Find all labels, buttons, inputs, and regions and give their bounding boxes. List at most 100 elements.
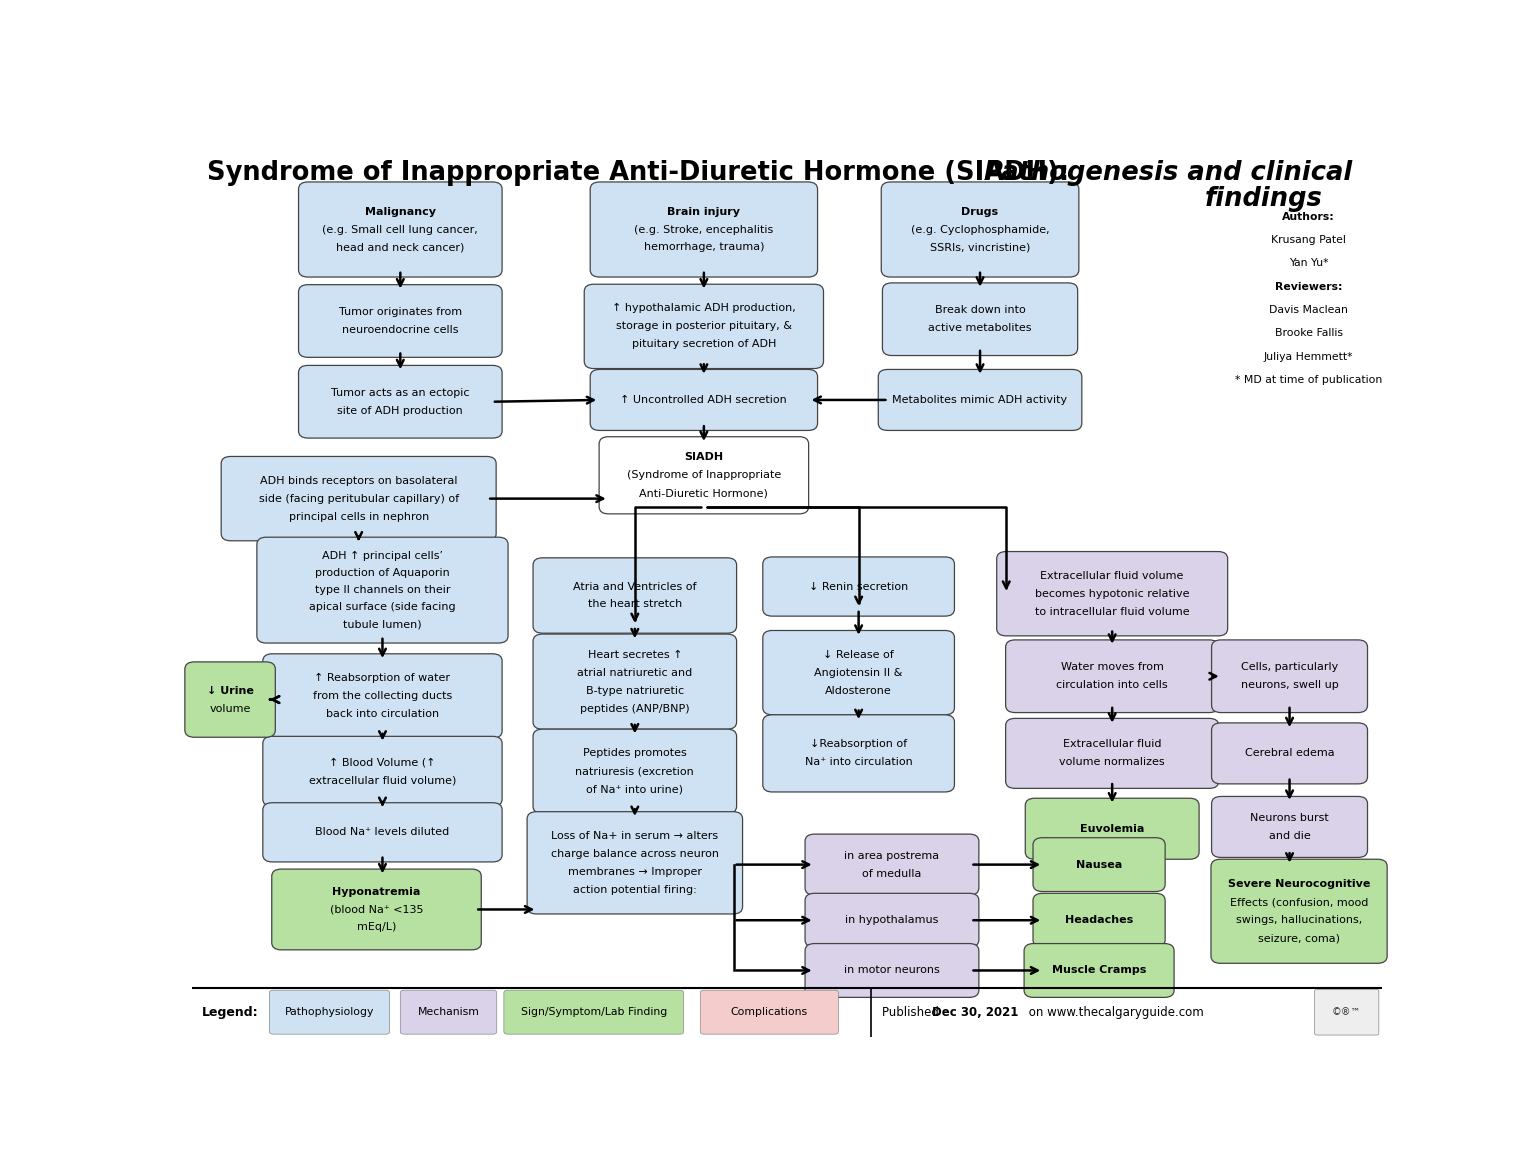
Text: ↓ Urine: ↓ Urine	[207, 685, 253, 696]
Text: Krusang Patel: Krusang Patel	[1272, 235, 1346, 245]
Text: (blood Na⁺ <135: (blood Na⁺ <135	[330, 904, 424, 915]
Text: Headaches: Headaches	[1064, 916, 1134, 925]
Text: Syndrome of Inappropriate Anti-Diuretic Hormone (SIADH):: Syndrome of Inappropriate Anti-Diuretic …	[207, 160, 1078, 185]
FancyBboxPatch shape	[805, 944, 978, 997]
Text: seizure, coma): seizure, coma)	[1258, 933, 1339, 944]
Text: Brooke Fallis: Brooke Fallis	[1275, 329, 1342, 338]
FancyBboxPatch shape	[590, 369, 817, 430]
FancyBboxPatch shape	[298, 182, 502, 277]
FancyBboxPatch shape	[263, 803, 502, 862]
Text: Cells, particularly: Cells, particularly	[1241, 662, 1338, 672]
Text: Sign/Symptom/Lab Finding: Sign/Symptom/Lab Finding	[521, 1008, 667, 1017]
Text: Brain injury: Brain injury	[667, 206, 740, 217]
Text: Anti-Diuretic Hormone): Anti-Diuretic Hormone)	[639, 488, 768, 499]
Text: to intracellular fluid volume: to intracellular fluid volume	[1035, 607, 1189, 616]
FancyBboxPatch shape	[533, 729, 737, 813]
Text: neuroendocrine cells: neuroendocrine cells	[343, 325, 459, 336]
Text: Euvolemia: Euvolemia	[1080, 824, 1144, 834]
FancyBboxPatch shape	[763, 715, 954, 792]
FancyBboxPatch shape	[590, 182, 817, 277]
Text: type II channels on their: type II channels on their	[315, 585, 450, 595]
Text: back into circulation: back into circulation	[326, 709, 439, 719]
Text: peptides (ANP/BNP): peptides (ANP/BNP)	[581, 704, 690, 713]
Text: (e.g. Stroke, encephalitis: (e.g. Stroke, encephalitis	[634, 225, 774, 234]
Text: Dec 30, 2021: Dec 30, 2021	[932, 1005, 1018, 1018]
FancyBboxPatch shape	[533, 558, 737, 634]
Text: atrial natriuretic and: atrial natriuretic and	[578, 668, 693, 678]
Text: Davis Maclean: Davis Maclean	[1269, 305, 1349, 315]
FancyBboxPatch shape	[272, 869, 481, 949]
Text: Extracellular fluid volume: Extracellular fluid volume	[1040, 571, 1184, 581]
Text: Atria and Ventricles of: Atria and Ventricles of	[573, 581, 697, 592]
Text: Neurons burst: Neurons burst	[1250, 813, 1329, 822]
Text: of Na⁺ into urine): of Na⁺ into urine)	[587, 784, 684, 795]
Text: SIADH: SIADH	[685, 452, 723, 463]
Text: (e.g. Cyclophosphamide,: (e.g. Cyclophosphamide,	[911, 225, 1049, 234]
FancyBboxPatch shape	[763, 630, 954, 715]
Text: Water moves from: Water moves from	[1061, 662, 1164, 672]
FancyBboxPatch shape	[700, 990, 839, 1035]
Text: Hyponatremia: Hyponatremia	[332, 887, 421, 897]
Text: storage in posterior pituitary, &: storage in posterior pituitary, &	[616, 322, 793, 331]
Text: natriuresis (excretion: natriuresis (excretion	[576, 767, 694, 776]
FancyBboxPatch shape	[882, 182, 1078, 277]
Text: of medulla: of medulla	[862, 869, 922, 878]
FancyBboxPatch shape	[763, 557, 954, 616]
Text: circulation into cells: circulation into cells	[1057, 680, 1167, 690]
Text: SSRIs, vincristine): SSRIs, vincristine)	[929, 242, 1031, 253]
Text: ↑ Reabsorption of water: ↑ Reabsorption of water	[315, 673, 450, 683]
Text: membranes → Improper: membranes → Improper	[568, 867, 702, 877]
FancyBboxPatch shape	[257, 537, 508, 643]
FancyBboxPatch shape	[298, 284, 502, 358]
Text: in area postrema: in area postrema	[845, 850, 940, 861]
Text: in hypothalamus: in hypothalamus	[845, 916, 938, 925]
Text: the heart stretch: the heart stretch	[588, 600, 682, 609]
FancyBboxPatch shape	[882, 283, 1078, 355]
Text: ↑ hypothalamic ADH production,: ↑ hypothalamic ADH production,	[611, 303, 796, 313]
Text: ADH binds receptors on basolateral: ADH binds receptors on basolateral	[260, 475, 458, 486]
Text: side (facing peritubular capillary) of: side (facing peritubular capillary) of	[258, 494, 459, 503]
Text: Authors:: Authors:	[1283, 212, 1335, 221]
Text: Pathophysiology: Pathophysiology	[284, 1008, 375, 1017]
Text: neurons, swell up: neurons, swell up	[1241, 680, 1338, 690]
FancyBboxPatch shape	[184, 662, 275, 737]
FancyBboxPatch shape	[298, 366, 502, 438]
FancyBboxPatch shape	[1006, 719, 1218, 789]
Text: Severe Neurocognitive: Severe Neurocognitive	[1227, 880, 1370, 889]
FancyBboxPatch shape	[599, 437, 808, 514]
Text: active metabolites: active metabolites	[928, 323, 1032, 333]
Text: ↓ Release of: ↓ Release of	[823, 650, 894, 659]
Text: swings, hallucinations,: swings, hallucinations,	[1236, 916, 1362, 925]
FancyBboxPatch shape	[527, 812, 742, 915]
Text: Break down into: Break down into	[935, 305, 1026, 316]
Text: Extracellular fluid: Extracellular fluid	[1063, 740, 1161, 749]
Text: Malignancy: Malignancy	[366, 206, 436, 217]
Text: ©®™: ©®™	[1332, 1008, 1361, 1017]
FancyBboxPatch shape	[1212, 797, 1367, 857]
FancyBboxPatch shape	[269, 990, 390, 1035]
Text: Cerebral edema: Cerebral edema	[1244, 748, 1335, 758]
Text: Effects (confusion, mood: Effects (confusion, mood	[1230, 897, 1369, 908]
FancyBboxPatch shape	[879, 369, 1081, 430]
FancyBboxPatch shape	[805, 894, 978, 947]
Text: volume: volume	[209, 704, 250, 713]
Text: Blood Na⁺ levels diluted: Blood Na⁺ levels diluted	[315, 827, 450, 838]
FancyBboxPatch shape	[1026, 798, 1200, 860]
Text: Pathogenesis and clinical: Pathogenesis and clinical	[985, 160, 1352, 185]
Text: Angiotensin II &: Angiotensin II &	[814, 668, 903, 678]
FancyBboxPatch shape	[1212, 722, 1367, 784]
Text: * MD at time of publication: * MD at time of publication	[1235, 375, 1382, 384]
Text: pituitary secretion of ADH: pituitary secretion of ADH	[631, 339, 776, 350]
Text: on www.thecalgaryguide.com: on www.thecalgaryguide.com	[1026, 1005, 1204, 1018]
Text: (e.g. Small cell lung cancer,: (e.g. Small cell lung cancer,	[323, 225, 478, 234]
Text: findings: findings	[1204, 186, 1322, 212]
Text: B-type natriuretic: B-type natriuretic	[585, 685, 684, 696]
FancyBboxPatch shape	[1034, 838, 1166, 891]
Text: Juliya Hemmett*: Juliya Hemmett*	[1264, 352, 1353, 361]
Text: charge balance across neuron: charge balance across neuron	[551, 849, 719, 859]
FancyBboxPatch shape	[805, 834, 978, 895]
Text: tubule lumen): tubule lumen)	[343, 620, 422, 629]
Text: Peptides promotes: Peptides promotes	[584, 748, 687, 758]
FancyBboxPatch shape	[263, 654, 502, 739]
FancyBboxPatch shape	[1006, 640, 1218, 713]
